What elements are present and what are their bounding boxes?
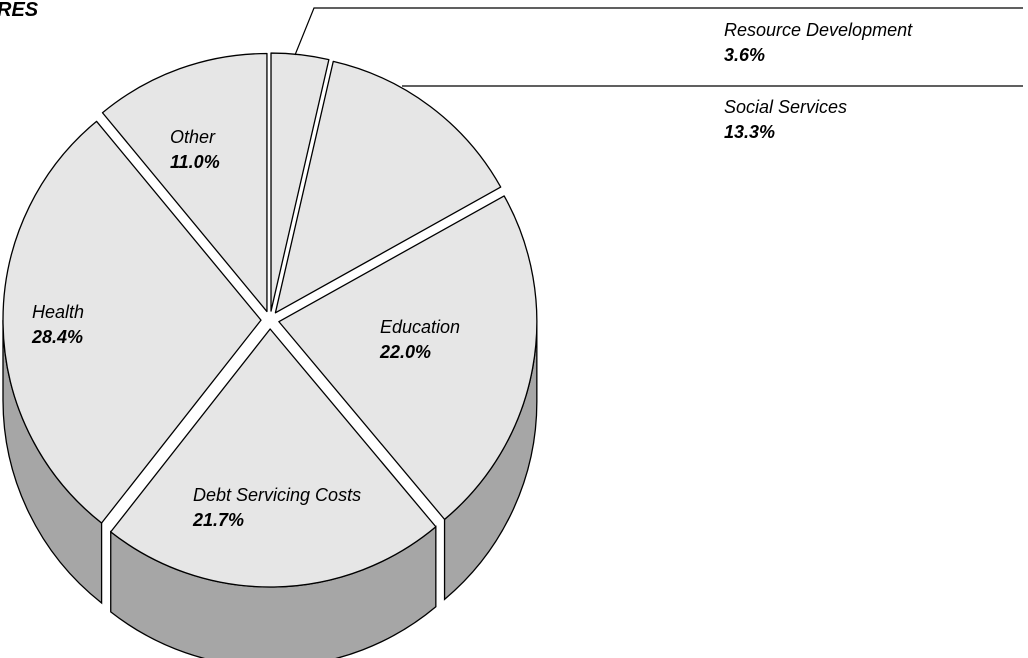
slice-label-health: Health — [32, 302, 84, 322]
slice-label-debt-servicing-costs: Debt Servicing Costs — [193, 485, 361, 505]
slice-label-education: Education — [380, 317, 460, 337]
slice-label-other: Other — [170, 127, 216, 147]
leader-lines — [294, 7, 1023, 87]
slice-percent-health: 28.4% — [31, 327, 83, 347]
pie-slice-education — [278, 195, 538, 521]
pie-slice-social-services — [274, 60, 502, 314]
pie-slice-debt-servicing-costs — [110, 328, 437, 588]
slice-label-resource-development: Resource Development — [724, 20, 913, 40]
slice-labels: Resource Development 3.6% Social Services 1… — [31, 20, 913, 530]
slice-percent-education: 22.0% — [379, 342, 431, 362]
slice-label-social-services: Social Services — [724, 97, 847, 117]
slice-percent-social-services: 13.3% — [724, 122, 775, 142]
pie-slice-health — [2, 120, 262, 524]
chart-title: RES — [0, 0, 39, 21]
leader-line-resource-development — [294, 7, 1023, 56]
pie-tops — [2, 52, 538, 588]
slice-percent-resource-development: 3.6% — [724, 45, 765, 65]
pie-slice-resource-development — [270, 52, 330, 312]
slice-percent-debt-servicing-costs: 21.7% — [192, 510, 244, 530]
slice-percent-other: 11.0% — [170, 152, 220, 172]
pie-slice-other — [101, 52, 268, 313]
